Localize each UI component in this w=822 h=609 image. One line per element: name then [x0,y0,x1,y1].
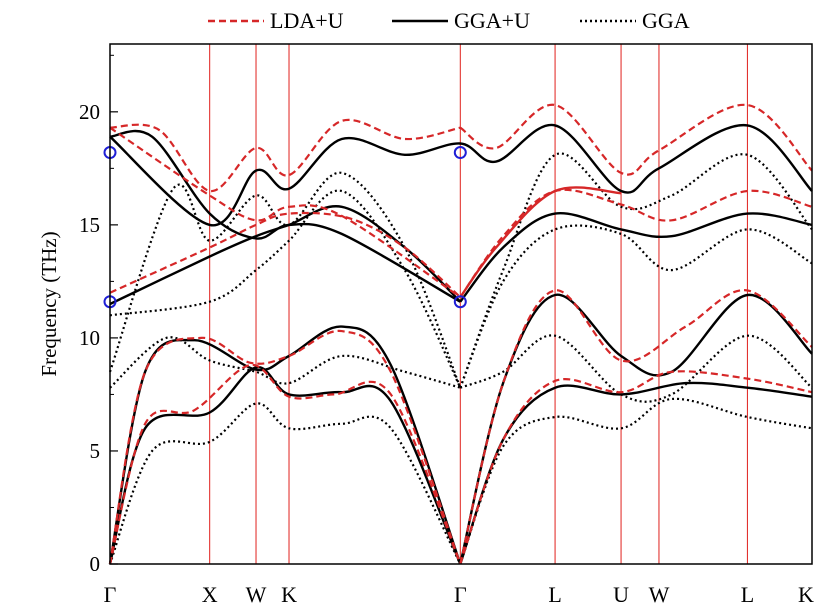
branch-1 [110,327,460,564]
branch-2 [110,173,460,388]
y-tick-label-3: 15 [79,213,100,237]
x-label-1: X [202,582,218,607]
series-gga [110,153,812,564]
branch-8 [460,105,812,175]
legend-label-2: GGA [642,8,690,33]
branch-7 [460,190,812,297]
x-label-2: W [246,582,267,607]
legend: LDA+U GGA+U GGA [208,8,690,33]
y-axis-ticks: 0 5 10 15 20 [79,55,118,576]
y-tick-label-2: 10 [79,326,100,350]
x-label-5: L [548,582,561,607]
branch-4 [110,125,812,225]
highlight-branch [460,187,621,297]
branch-0 [110,367,460,564]
legend-label-0: LDA+U [270,8,344,33]
branch-6 [460,226,812,388]
plot-frame [110,44,812,564]
x-label-6: U [613,582,629,607]
legend-label-1: GGA+U [454,8,530,33]
branch-0 [110,403,460,564]
x-label-4: Γ [454,582,467,607]
series-layer [110,105,812,564]
x-label-3: K [281,582,297,607]
x-label-9: K [798,582,814,607]
branch-6 [460,295,812,564]
branch-0 [110,365,460,564]
branch-2 [110,206,460,304]
x-label-7: W [649,582,670,607]
branch-1 [110,331,460,564]
branch-5 [460,383,812,564]
x-label-8: L [741,582,754,607]
y-tick-label-0: 0 [90,552,101,576]
high-symmetry-lines [210,44,748,564]
y-axis-title: Frequency (THz) [37,231,61,376]
x-label-0: Γ [104,582,117,607]
branch-6 [460,290,812,564]
y-tick-label-1: 5 [90,439,101,463]
y-tick-label-4: 20 [79,100,100,124]
